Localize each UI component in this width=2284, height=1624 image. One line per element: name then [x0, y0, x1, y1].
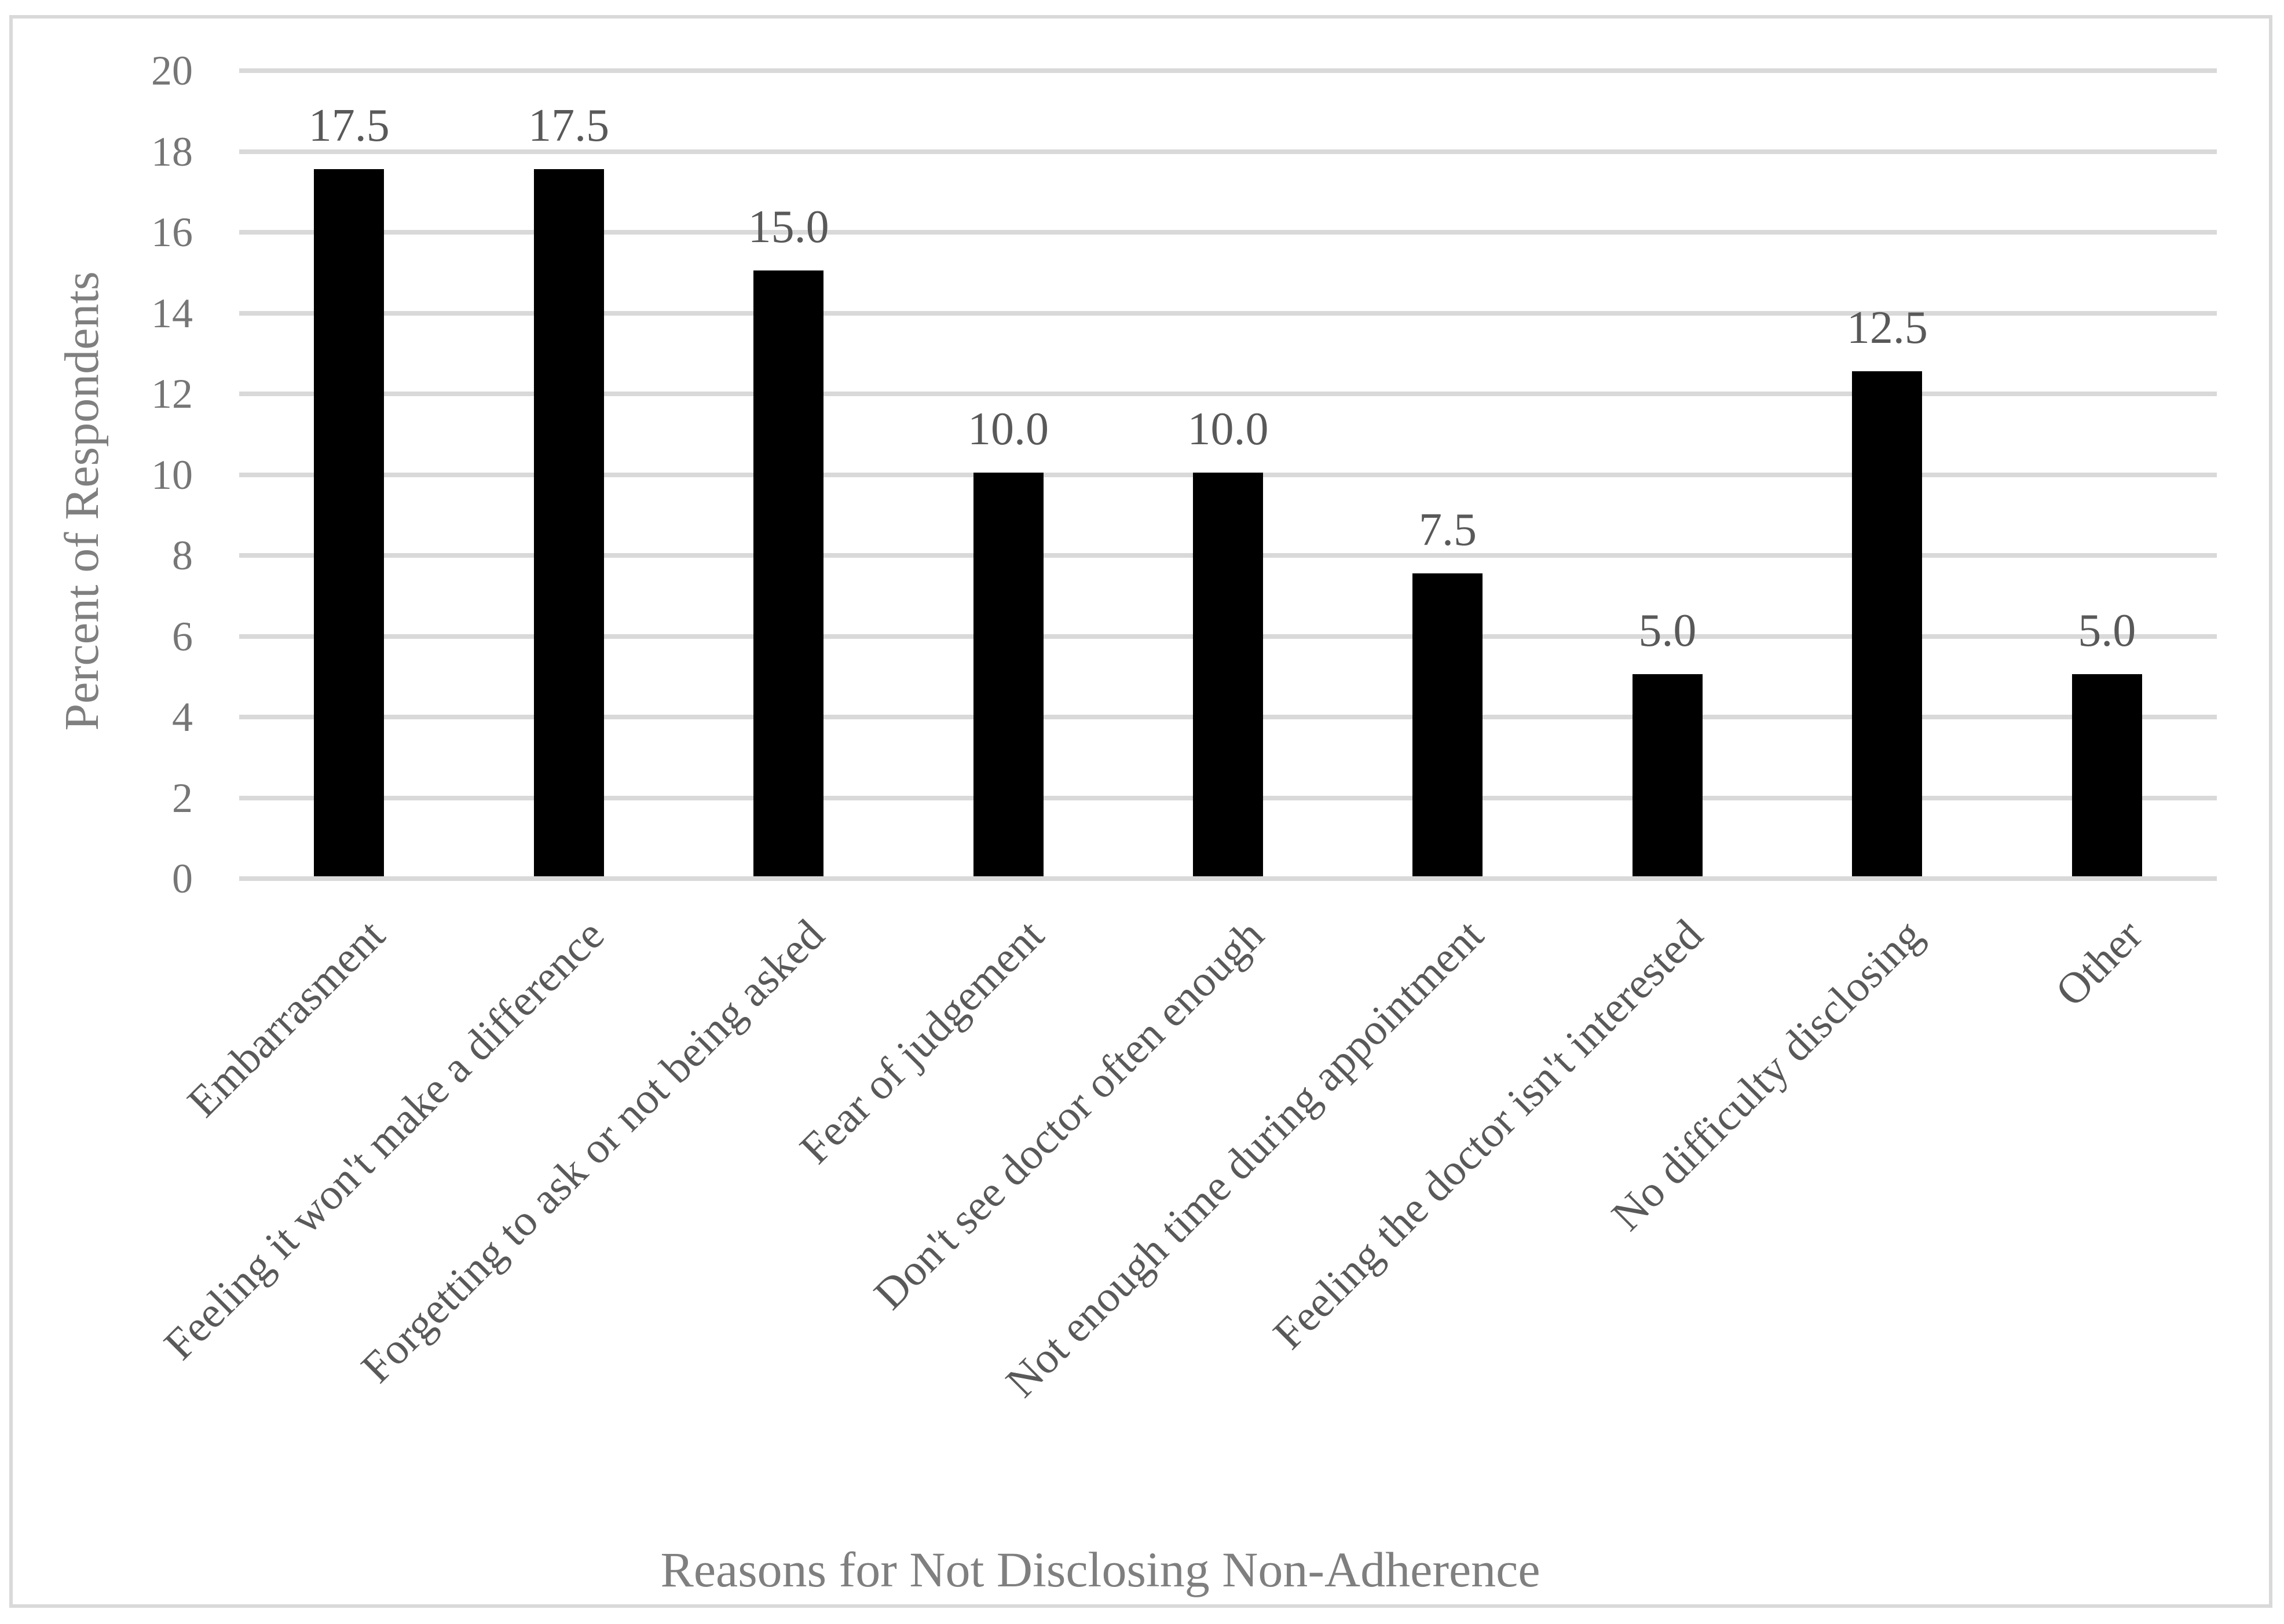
y-axis-tick-label: 8: [172, 532, 193, 579]
gridline: [239, 230, 2217, 235]
x-axis-title: Reasons for Not Disclosing Non-Adherence: [660, 1542, 1540, 1597]
gridline: [239, 68, 2217, 73]
y-axis-tick-label: 12: [151, 371, 193, 417]
x-axis-line: [239, 876, 2217, 881]
bar-value-label: 5.0: [2078, 605, 2136, 657]
bar: [1193, 472, 1263, 876]
y-axis-tick-label: 10: [151, 451, 193, 498]
bar: [753, 270, 824, 876]
y-axis-tick-label: 2: [172, 774, 193, 821]
bar: [533, 169, 604, 876]
bar: [1632, 674, 1703, 876]
y-axis-tick-label: 18: [151, 128, 193, 175]
y-axis-tick-label: 0: [172, 855, 193, 902]
y-axis-tick-label: 4: [172, 694, 193, 740]
gridline: [239, 310, 2217, 316]
bar-value-label: 17.5: [528, 100, 610, 152]
bar-value-label: 15.0: [748, 201, 829, 253]
bar-value-label: 10.0: [1187, 403, 1269, 455]
y-axis-tick-label: 14: [151, 290, 193, 336]
bar-value-label: 10.0: [968, 403, 1049, 455]
gridline: [239, 149, 2217, 154]
gridline: [239, 392, 2217, 396]
bar: [314, 169, 385, 876]
bar-value-label: 12.5: [1846, 302, 1928, 354]
bar-value-label: 5.0: [1638, 605, 1697, 657]
bar: [2071, 674, 2142, 876]
bar: [1852, 371, 1923, 876]
figure-border: [9, 15, 2272, 1608]
y-axis-tick-label: 20: [151, 47, 193, 94]
bar-value-label: 7.5: [1418, 504, 1477, 555]
y-axis-title: Percent of Respondents: [55, 271, 109, 731]
bar: [1412, 573, 1483, 876]
y-axis-tick-label: 6: [172, 613, 193, 660]
bar: [973, 472, 1044, 876]
y-axis-tick-label: 16: [151, 209, 193, 255]
bar-value-label: 17.5: [308, 100, 390, 152]
